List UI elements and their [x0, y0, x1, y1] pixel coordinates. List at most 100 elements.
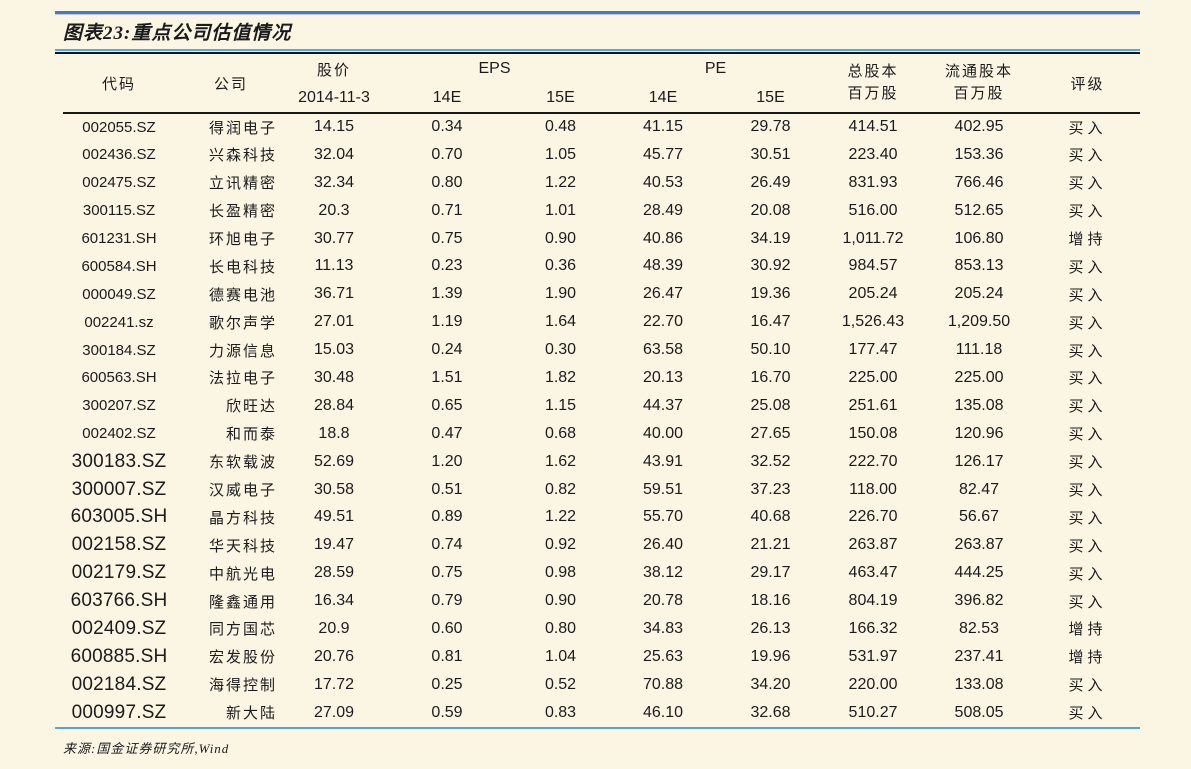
table-row: 002179.SZ 中航光电 28.59 0.75 0.98 38.12 29.…: [63, 559, 1140, 587]
table-row: 002475.SZ 立讯精密 32.34 0.80 1.22 40.53 26.…: [63, 169, 1140, 197]
cell-eps-14e: 0.59: [431, 703, 463, 721]
cell-eps-15e: 0.68: [544, 424, 577, 442]
cell-pe-14e: 26.47: [642, 285, 684, 303]
cell-company-name: 同方国芯: [208, 622, 277, 639]
cell-company-name: 汉威电子: [208, 483, 277, 500]
cell-stock-code: 002184.SZ: [71, 673, 167, 695]
cell-pe-14e: 40.00: [642, 424, 684, 442]
cell-float-shares: 396.82: [954, 592, 1004, 610]
cell-rating: 增持: [1068, 650, 1107, 667]
cell-float-shares: 512.65: [954, 201, 1004, 219]
cell-float-shares: 225.00: [954, 368, 1004, 386]
cell-pe-15e: 32.52: [750, 452, 791, 470]
cell-stock-code: 601231.SH: [81, 230, 157, 247]
cell-stock-code: 002409.SZ: [71, 617, 167, 639]
col-header-eps-15e: 15E: [513, 84, 609, 114]
cell-total-shares: 251.61: [848, 396, 898, 414]
title-divider: [55, 49, 1140, 54]
cell-eps-15e: 1.62: [544, 452, 577, 470]
title-divider-blue-line: [55, 49, 1140, 51]
cell-pe-15e: 37.23: [750, 480, 791, 498]
cell-rating: 买入: [1068, 315, 1107, 332]
table-row: 002241.sz 歌尔声学 27.01 1.19 1.64 22.70 16.…: [63, 308, 1140, 336]
cell-float-shares: 853.13: [954, 257, 1004, 275]
cell-float-shares: 237.41: [954, 647, 1004, 665]
top-divider-accent: [55, 14, 1140, 15]
cell-float-shares: 133.08: [954, 675, 1004, 693]
cell-stock-code: 603005.SH: [70, 506, 168, 528]
cell-eps-14e: 1.20: [431, 452, 463, 470]
cell-company-name: 欣旺达: [225, 399, 277, 416]
cell-pe-15e: 19.36: [750, 285, 791, 303]
cell-company-name: 长盈精密: [208, 204, 277, 221]
cell-eps-14e: 0.51: [431, 480, 463, 498]
cell-eps-15e: 1.05: [544, 145, 577, 163]
cell-company-name: 宏发股份: [208, 650, 277, 667]
cell-eps-15e: 0.90: [544, 229, 577, 247]
cell-company-name: 晶方科技: [208, 510, 277, 527]
table-row: 300115.SZ 长盈精密 20.3 0.71 1.01 28.49 20.0…: [63, 197, 1140, 225]
cell-pe-15e: 18.16: [750, 592, 791, 610]
cell-pe-15e: 27.65: [750, 424, 791, 442]
cell-eps-15e: 1.15: [544, 396, 577, 414]
cell-pe-14e: 41.15: [642, 118, 684, 136]
cell-pe-14e: 43.91: [642, 452, 684, 470]
table-row: 603005.SH 晶方科技 49.51 0.89 1.22 55.70 40.…: [63, 503, 1140, 531]
cell-float-shares: 120.96: [954, 424, 1004, 442]
cell-stock-code: 002402.SZ: [82, 425, 156, 443]
cell-pe-14e: 70.88: [642, 675, 684, 693]
col-header-pe-14e: 14E: [608, 84, 719, 114]
cell-rating: 增持: [1068, 622, 1107, 639]
cell-company-name: 歌尔声学: [208, 315, 277, 332]
table-row: 300207.SZ 欣旺达 28.84 0.65 1.15 44.37 25.0…: [63, 392, 1140, 420]
cell-float-shares: 402.95: [954, 118, 1004, 136]
col-header-price-date: 2014-11-3: [287, 84, 381, 114]
cell-stock-price: 30.77: [313, 229, 355, 247]
cell-eps-15e: 1.90: [544, 285, 577, 303]
cell-pe-15e: 25.08: [750, 396, 791, 414]
cell-company-name: 新大陆: [225, 706, 277, 723]
cell-company-name: 中航光电: [208, 566, 277, 583]
col-header-float-shares: 流通股本 百万股: [923, 54, 1036, 114]
cell-pe-14e: 20.78: [642, 592, 684, 610]
cell-company-name: 海得控制: [208, 678, 277, 695]
cell-rating: 买入: [1068, 455, 1107, 472]
cell-stock-price: 30.58: [313, 480, 355, 498]
cell-stock-price: 32.04: [313, 145, 355, 163]
cell-pe-15e: 19.96: [750, 647, 791, 665]
cell-company-name: 东软载波: [208, 455, 277, 472]
table-body: 002055.SZ 得润电子 14.15 0.34 0.48 41.15 29.…: [63, 113, 1140, 727]
cell-rating: 增持: [1068, 232, 1107, 248]
cell-pe-15e: 21.21: [750, 536, 791, 554]
report-figure: 图表23:重点公司估值情况 代码 公司 股价 EPS PE 总股本 百万股: [0, 11, 1191, 757]
cell-rating: 买入: [1068, 399, 1107, 416]
cell-stock-code: 300007.SZ: [71, 478, 167, 500]
cell-total-shares: 1,526.43: [841, 313, 905, 331]
total-shares-line2: 百万股: [847, 86, 899, 102]
cell-pe-15e: 50.10: [750, 341, 791, 359]
cell-eps-14e: 1.51: [431, 368, 463, 386]
cell-stock-code: 300184.SZ: [82, 341, 156, 359]
table-row: 002402.SZ 和而泰 18.8 0.47 0.68 40.00 27.65…: [63, 420, 1140, 448]
cell-stock-price: 16.34: [313, 592, 355, 610]
cell-pe-15e: 34.19: [750, 229, 791, 247]
cell-rating: 买入: [1068, 371, 1107, 388]
cell-total-shares: 225.00: [848, 368, 898, 386]
cell-total-shares: 205.24: [848, 285, 898, 303]
col-header-code: 代码: [63, 54, 175, 114]
cell-company-name: 德赛电池: [208, 287, 277, 304]
table-row: 002158.SZ 华天科技 19.47 0.74 0.92 26.40 21.…: [63, 531, 1140, 559]
cell-pe-14e: 63.58: [642, 341, 684, 359]
cell-stock-code: 002055.SZ: [82, 118, 156, 136]
cell-stock-code: 300183.SZ: [71, 450, 167, 472]
cell-eps-14e: 0.80: [431, 173, 463, 191]
cell-float-shares: 82.47: [958, 480, 1000, 498]
cell-stock-price: 28.59: [313, 564, 355, 582]
cell-float-shares: 126.17: [954, 452, 1004, 470]
cell-stock-price: 52.69: [313, 452, 355, 470]
cell-company-name: 法拉电子: [208, 371, 277, 388]
cell-total-shares: 531.97: [848, 647, 898, 665]
table-row: 000997.SZ 新大陆 27.09 0.59 0.83 46.10 32.6…: [63, 699, 1140, 727]
col-header-total-shares: 总股本 百万股: [823, 54, 924, 114]
cell-eps-15e: 0.48: [544, 118, 577, 136]
